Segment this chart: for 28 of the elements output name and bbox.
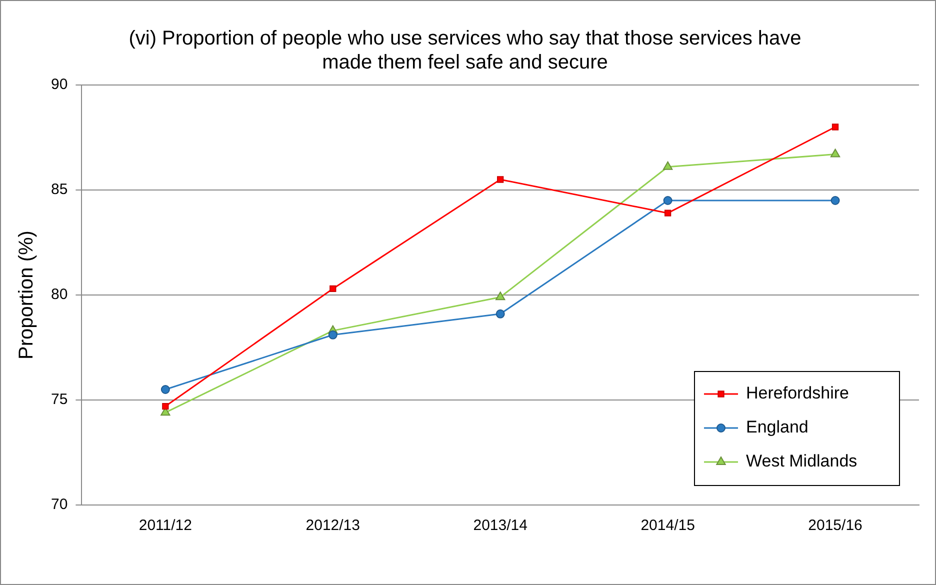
legend-label: West Midlands [746, 452, 858, 471]
point [328, 330, 338, 340]
point [496, 309, 505, 318]
y-tick-label: 80 [50, 286, 68, 304]
x-tick-label: 2013/14 [473, 517, 528, 534]
point [830, 196, 840, 205]
point [496, 292, 506, 300]
y-tick-label: 75 [50, 391, 68, 408]
point [662, 161, 673, 170]
point [663, 196, 672, 205]
legend-label: Herefordshire [746, 384, 849, 403]
y-axis-title: Proportion (%) [16, 230, 38, 360]
x-tick-label: 2015/16 [808, 517, 862, 534]
point [832, 124, 839, 130]
y-tick-label: 90 [50, 76, 68, 94]
x-tick-label: 2014/15 [640, 517, 695, 534]
chart-title: (vi) Proportion of people who use services who say that those services have made them feel safe and secure [128, 28, 802, 74]
legend-label: England [746, 418, 808, 437]
y-tick-label: 70 [50, 496, 68, 514]
point [497, 176, 504, 183]
x-tick-label: 2011/12 [138, 517, 192, 534]
point [664, 210, 672, 216]
point [162, 402, 169, 410]
x-tick-label: 2012/13 [306, 517, 360, 534]
point [160, 385, 170, 394]
point [330, 285, 336, 292]
y-tick-label: 85 [50, 181, 68, 198]
point [830, 148, 840, 158]
